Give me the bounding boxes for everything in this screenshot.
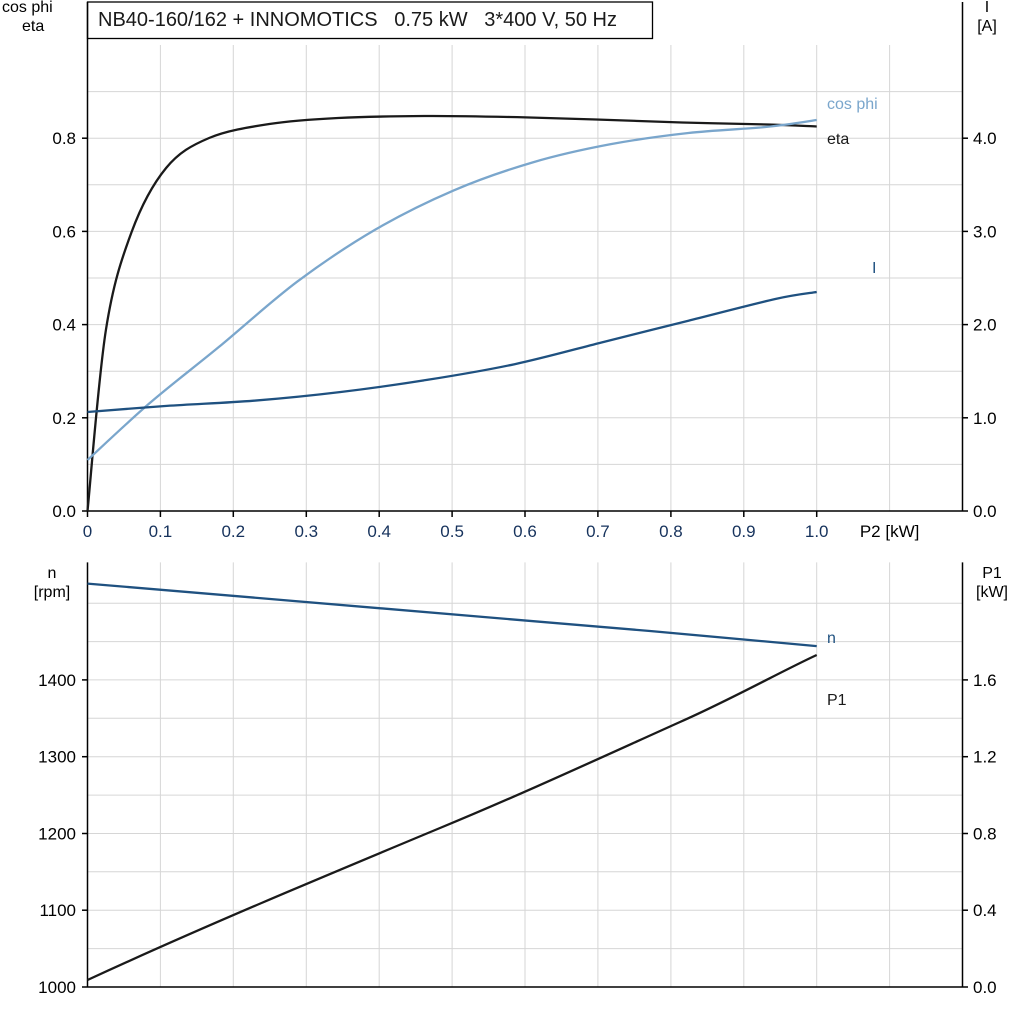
svg-text:eta: eta: [22, 18, 44, 35]
svg-text:[kW]: [kW]: [976, 584, 1008, 601]
svg-text:n: n: [48, 565, 57, 582]
svg-text:0.4: 0.4: [973, 901, 997, 920]
svg-text:0.4: 0.4: [367, 522, 391, 541]
svg-text:1200: 1200: [38, 825, 76, 844]
svg-text:0.2: 0.2: [221, 522, 245, 541]
svg-text:0.6: 0.6: [513, 522, 537, 541]
svg-text:0.1: 0.1: [149, 522, 173, 541]
svg-text:0.0: 0.0: [973, 978, 997, 997]
svg-text:[rpm]: [rpm]: [34, 584, 70, 601]
svg-text:0.2: 0.2: [52, 409, 76, 428]
svg-text:n: n: [827, 630, 836, 647]
svg-text:1.2: 1.2: [973, 748, 997, 767]
svg-text:4.0: 4.0: [973, 129, 997, 148]
svg-text:1100: 1100: [39, 901, 76, 920]
svg-text:0.0: 0.0: [52, 502, 76, 521]
svg-text:0.8: 0.8: [973, 825, 997, 844]
svg-text:cos phi: cos phi: [2, 0, 53, 16]
svg-text:0: 0: [83, 522, 92, 541]
svg-text:P2 [kW]: P2 [kW]: [860, 522, 920, 541]
svg-text:0.8: 0.8: [659, 522, 683, 541]
svg-text:0.4: 0.4: [52, 316, 76, 335]
svg-text:1400: 1400: [38, 671, 76, 690]
svg-text:1000: 1000: [38, 978, 76, 997]
svg-text:[A]: [A]: [977, 18, 997, 35]
svg-text:0.8: 0.8: [52, 129, 76, 148]
svg-text:I: I: [985, 0, 989, 16]
svg-text:I: I: [872, 260, 876, 277]
svg-text:1.0: 1.0: [805, 522, 829, 541]
svg-text:0.6: 0.6: [52, 222, 76, 241]
svg-text:0.9: 0.9: [732, 522, 756, 541]
svg-text:0.0: 0.0: [973, 502, 997, 521]
svg-text:0.7: 0.7: [586, 522, 610, 541]
svg-text:cos phi: cos phi: [827, 96, 878, 113]
svg-text:eta: eta: [827, 131, 849, 148]
svg-text:P1: P1: [982, 565, 1002, 582]
svg-text:1.0: 1.0: [973, 409, 997, 428]
svg-text:3.0: 3.0: [973, 222, 997, 241]
svg-text:1.6: 1.6: [973, 671, 997, 690]
svg-text:0.3: 0.3: [294, 522, 318, 541]
svg-text:2.0: 2.0: [973, 316, 997, 335]
svg-text:NB40-160/162 + INNOMOTICS 0.: NB40-160/162 + INNOMOTICS 0.75 kW 3*400 …: [98, 9, 617, 31]
svg-text:P1: P1: [827, 692, 847, 709]
svg-text:1300: 1300: [38, 748, 76, 767]
svg-text:0.5: 0.5: [440, 522, 464, 541]
